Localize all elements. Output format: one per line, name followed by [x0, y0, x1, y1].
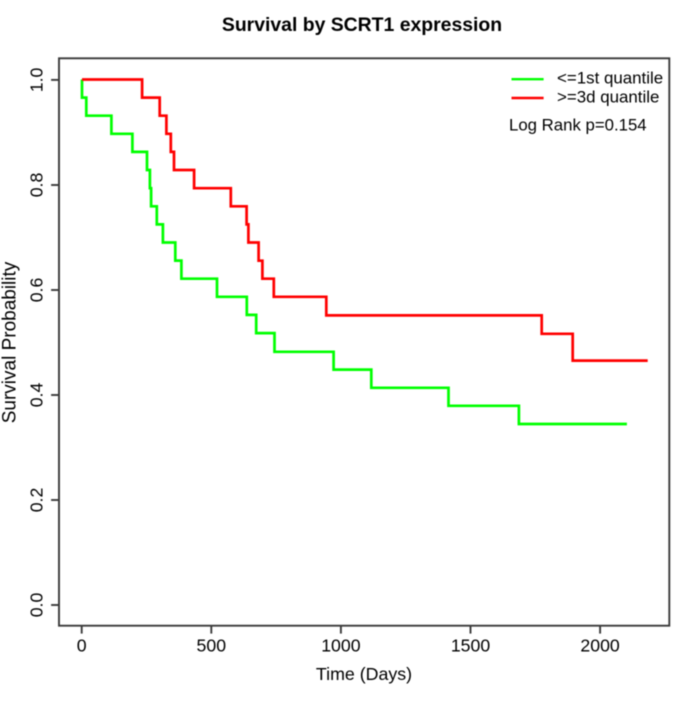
svg-text:0.4: 0.4 — [27, 383, 47, 408]
svg-text:<=1st quantile: <=1st quantile — [557, 69, 663, 88]
svg-text:0.0: 0.0 — [27, 593, 47, 618]
svg-text:Time (Days): Time (Days) — [316, 664, 412, 684]
svg-text:0.8: 0.8 — [27, 173, 47, 198]
svg-text:2000: 2000 — [580, 636, 620, 656]
svg-text:>=3d quantile: >=3d quantile — [557, 88, 659, 107]
svg-text:1.0: 1.0 — [27, 67, 47, 92]
svg-text:1500: 1500 — [451, 636, 491, 656]
svg-text:Survival Probability: Survival Probability — [0, 261, 21, 423]
svg-text:Log Rank p=0.154: Log Rank p=0.154 — [509, 116, 647, 135]
svg-text:0.6: 0.6 — [27, 278, 47, 303]
svg-text:0.2: 0.2 — [27, 488, 47, 513]
svg-text:1000: 1000 — [321, 636, 361, 656]
svg-text:500: 500 — [197, 636, 227, 656]
svg-text:0: 0 — [77, 636, 87, 656]
svg-text:Survival by SCRT1 expression: Survival by SCRT1 expression — [222, 14, 502, 36]
